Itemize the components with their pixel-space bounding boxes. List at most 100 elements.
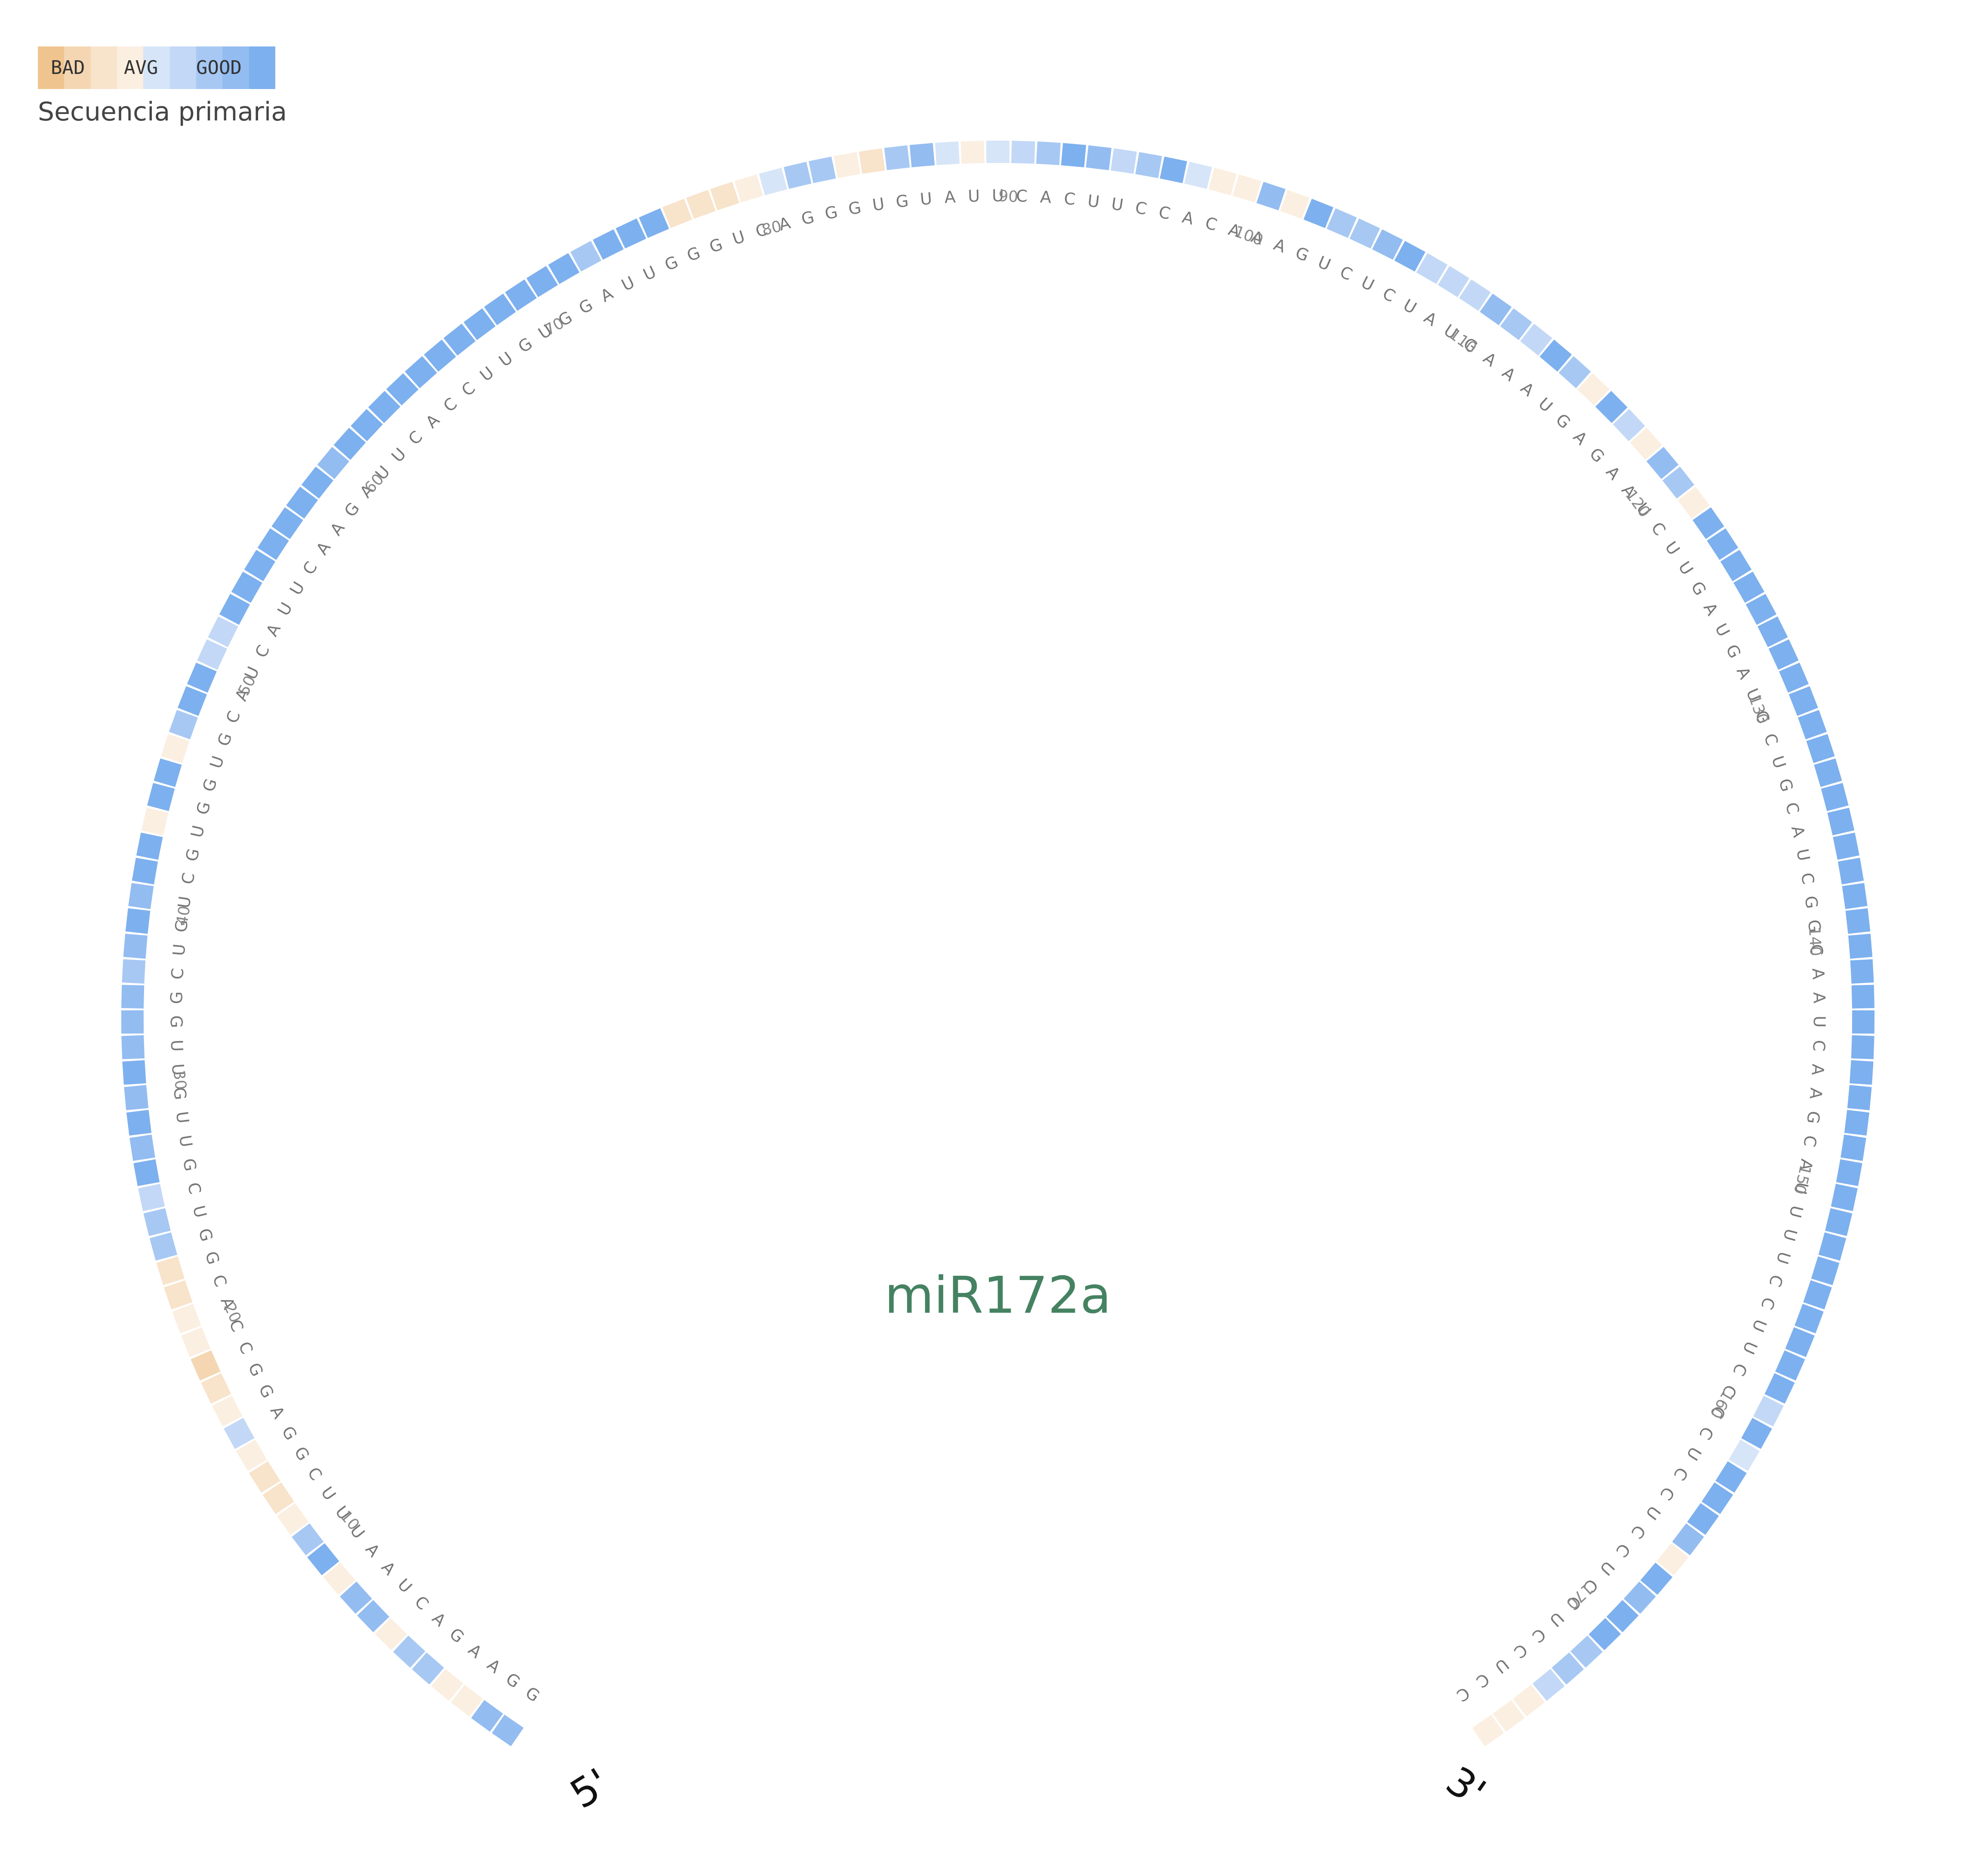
nucleotide-tile (187, 662, 217, 693)
nucleotide-letter: U (286, 579, 308, 599)
nucleotide-tile (124, 1085, 149, 1111)
nucleotide-tile (122, 959, 146, 984)
molecule-name: miR172a (884, 1265, 1111, 1325)
nucleotide-tile (1818, 1232, 1846, 1261)
nucleotide-letter: A (1180, 207, 1195, 228)
nucleotide-letter: G (823, 202, 840, 223)
nucleotide-tile (249, 1461, 280, 1493)
nucleotide-letter: U (189, 1203, 210, 1219)
nucleotide-letter: C (209, 1272, 231, 1289)
position-number: 90 (998, 187, 1019, 206)
nucleotide-tile (405, 356, 437, 388)
nucleotide-tile (1821, 783, 1849, 811)
nucleotide-letter: U (1773, 1250, 1794, 1266)
nucleotide-tile (492, 1714, 524, 1746)
nucleotide-tile (1840, 1134, 1866, 1161)
nucleotide-letter: A (1271, 235, 1289, 256)
nucleotide-tile (136, 832, 163, 860)
nucleotide-tile (178, 686, 207, 716)
nucleotide-letter: C (1453, 1683, 1473, 1705)
legend-swatch (249, 46, 275, 89)
nucleotide-letter: C (1510, 1640, 1531, 1662)
nucleotide-letter: A (1517, 379, 1538, 400)
nucleotide-letter: A (597, 284, 616, 306)
nucleotide-tile (1061, 143, 1086, 167)
nucleotide-tile (1803, 1280, 1832, 1310)
nucleotide-letter: C (1337, 262, 1355, 284)
nucleotide-tile (340, 1581, 372, 1614)
nucleotide-tile (484, 293, 516, 326)
nucleotide-tile (1851, 985, 1875, 1009)
nucleotide-letter: G (662, 252, 681, 274)
nucleotide-letter: G (171, 919, 191, 933)
nucleotide-letter: U (919, 189, 933, 209)
nucleotide-letter: C (1800, 1134, 1820, 1148)
nucleotide-tile (759, 167, 788, 196)
nucleotide-letter: C (1797, 871, 1818, 886)
nucleotide-tile (1394, 240, 1426, 272)
nucleotide-letter: G (1552, 410, 1574, 432)
position-number: 140 (1805, 926, 1825, 957)
nucleotide-tile (1472, 1714, 1504, 1746)
nucleotide-tile (1814, 758, 1842, 787)
legend-swatch (64, 46, 91, 89)
nucleotide-letter: G (1803, 1110, 1823, 1125)
nucleotide-tile (1687, 1503, 1719, 1535)
nucleotide-tile (909, 143, 935, 167)
nucleotide-tile (1779, 662, 1809, 693)
nucleotide-tile (1160, 156, 1187, 183)
nucleotide-letter: U (992, 186, 1004, 205)
nucleotide-tile (1480, 293, 1512, 326)
nucleotide-tile (935, 141, 960, 165)
nucleotide-tile (181, 1327, 211, 1357)
nucleotide-tile (128, 883, 154, 909)
nucleotide-letter: C (222, 708, 244, 726)
nucleotide-tile (1811, 1256, 1840, 1285)
nucleotide-tile (1757, 616, 1788, 647)
legend-good-label: GOOD (196, 57, 242, 79)
nucleotide-tile (662, 198, 692, 228)
nucleotide-tile (191, 1350, 221, 1381)
nucleotide-tile (368, 391, 400, 423)
nucleotide-tile (784, 162, 812, 189)
nucleotide-letter: U (175, 1134, 196, 1148)
nucleotide-tile (212, 1395, 243, 1427)
nucleotide-letter: A (312, 538, 334, 558)
nucleotide-letter: U (1086, 191, 1101, 212)
nucleotide-letter: C (440, 394, 461, 416)
nucleotide-tile (138, 1184, 165, 1211)
nucleotide-tile (463, 308, 496, 340)
nucleotide-tile (615, 218, 646, 249)
nucleotide-tile (1693, 507, 1724, 539)
nucleotide-tile (960, 141, 985, 164)
nucleotide-tile (219, 594, 250, 625)
nucleotide-tile (1570, 1635, 1603, 1668)
nucleotide-letter: G (575, 295, 596, 318)
nucleotide-letter: G (800, 207, 816, 229)
nucleotide-letter: G (1801, 895, 1822, 910)
nucleotide-tile (161, 734, 190, 763)
nucleotide-tile (257, 528, 289, 560)
nucleotide-letter: U (317, 1483, 340, 1504)
nucleotide-letter: G (847, 198, 863, 219)
nucleotide-tile (1733, 571, 1765, 603)
nucleotide-letter: A (1806, 1087, 1826, 1100)
nucleotide-tile (710, 182, 739, 210)
nucleotide-letter: G (341, 499, 363, 520)
nucleotide-tile (1349, 218, 1380, 249)
legend-swatch (143, 46, 170, 89)
nucleotide-letter: G (182, 847, 203, 863)
nucleotide-tile (734, 174, 763, 203)
nucleotide-tile (1753, 1395, 1784, 1427)
nucleotide-letter: U (172, 1110, 193, 1124)
nucleotide-letter: C (458, 378, 479, 400)
nucleotide-letter: U (167, 1039, 187, 1052)
nucleotide-tile (133, 1159, 160, 1186)
nucleotide-letter: U (168, 1063, 188, 1077)
nucleotide-tile (686, 190, 716, 219)
nucleotide-letter: C (411, 1592, 433, 1614)
nucleotide-letter: A (1602, 462, 1624, 483)
nucleotide-tile (149, 1232, 178, 1261)
nucleotide-tile (317, 447, 350, 479)
nucleotide-tile (1640, 1562, 1673, 1595)
